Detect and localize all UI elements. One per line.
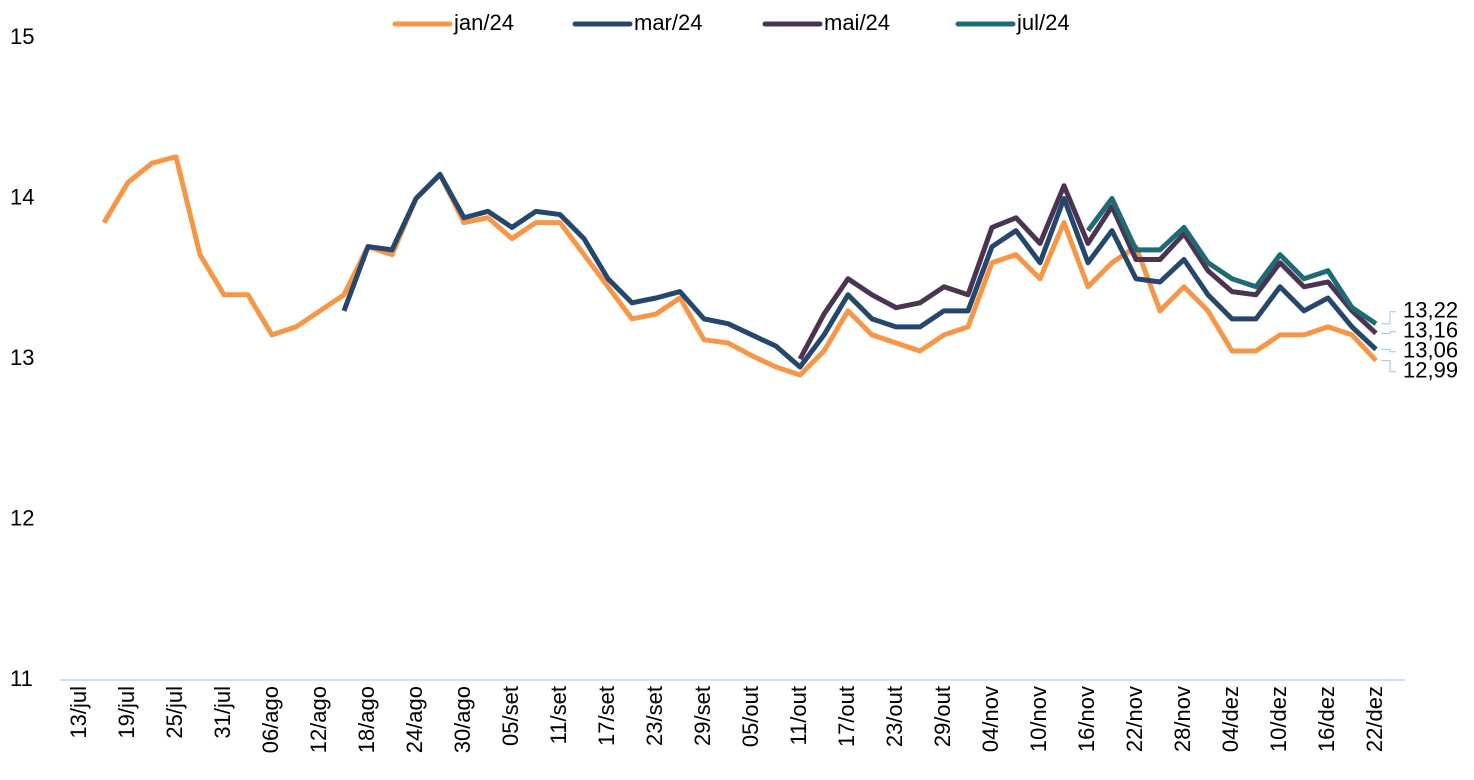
x-tick-label: 25/jul [162,686,187,739]
x-tick-label: 19/jul [114,686,139,739]
x-tick-label: 31/jul [210,686,235,739]
x-tick-label: 13/jul [66,686,91,739]
annotation-leader [1381,348,1396,353]
x-tick-label: 11/out [786,686,811,746]
x-tick-label: 22/nov [1122,686,1147,752]
x-tick-label: 16/nov [1074,686,1099,752]
annotation-leader [1381,331,1396,334]
y-tick-label: 15 [10,24,34,49]
x-tick-label: 04/dez [1218,686,1243,752]
legend-label: mar/24 [634,10,702,35]
x-tick-label: 23/set [642,686,667,746]
x-tick-label: 05/set [498,686,523,746]
x-tick-label: 04/nov [978,686,1003,752]
x-tick-label: 12/ago [306,686,331,753]
x-tick-label: 16/dez [1314,686,1339,752]
x-tick-label: 17/out [834,686,859,747]
annotation-label: 13,16 [1403,318,1458,343]
legend-label: mai/24 [824,10,890,35]
y-tick-label: 14 [10,184,34,209]
x-tick-label: 10/nov [1026,686,1051,752]
legend-label: jan/24 [453,10,514,35]
x-tick-label: 23/out [882,686,907,747]
annotation-leader [1381,360,1396,373]
annotation-label: 13,06 [1403,338,1458,363]
x-tick-label: 29/out [930,686,955,747]
x-tick-label: 28/nov [1170,686,1195,752]
series-line [797,183,1378,361]
x-tick-label: 18/ago [354,686,379,753]
legend-label: jul/24 [1016,10,1070,35]
y-tick-label: 13 [10,345,34,370]
x-tick-label: 30/ago [450,686,475,753]
y-tick-label: 12 [10,505,34,530]
x-tick-label: 05/out [738,686,763,747]
x-tick-label: 29/set [690,686,715,746]
annotation-label: 12,99 [1403,358,1458,383]
y-tick-label: 11 [10,666,33,691]
x-tick-label: 24/ago [402,686,427,753]
x-tick-label: 17/set [594,686,619,746]
x-tick-label: 06/ago [258,686,283,753]
x-tick-label: 11/set [546,686,571,744]
x-tick-label: 10/dez [1266,686,1291,752]
series-line [101,154,1378,378]
series-line [341,171,1378,370]
series-line [1085,196,1378,326]
x-tick-label: 22/dez [1362,686,1387,752]
annotation-label: 13,22 [1403,298,1458,323]
annotation-leader [1381,311,1396,325]
